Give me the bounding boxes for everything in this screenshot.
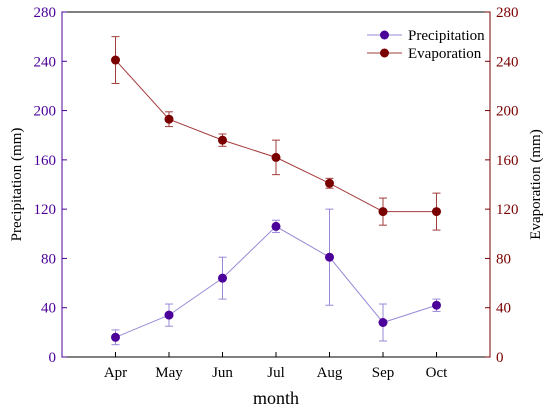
x-tick-label: Sep xyxy=(372,365,395,381)
x-tick-label: Oct xyxy=(426,365,448,381)
right-tick-label: 200 xyxy=(496,104,519,120)
data-point-precipitation xyxy=(325,252,334,262)
series-evaporation xyxy=(111,36,441,231)
x-tick-label: Apr xyxy=(104,365,127,381)
data-point-evaporation xyxy=(164,114,174,124)
data-point-evaporation xyxy=(111,55,120,65)
legend-marker-precipitation xyxy=(380,30,389,40)
data-point-precipitation xyxy=(378,318,388,327)
x-tick-label: Jul xyxy=(267,365,285,381)
data-point-evaporation xyxy=(325,178,334,188)
data-point-precipitation xyxy=(218,273,227,283)
left-tick-label: 160 xyxy=(34,153,57,169)
data-point-precipitation xyxy=(164,310,174,320)
right-axis-title: Evaporation (mm) xyxy=(528,129,544,239)
right-tick-label: 280 xyxy=(496,5,519,21)
data-point-evaporation xyxy=(271,152,281,162)
left-axis-title: Precipitation (mm) xyxy=(9,128,25,242)
right-tick-label: 120 xyxy=(496,202,519,218)
right-tick-label: 240 xyxy=(496,54,519,70)
right-y-axis: 0 40 80 120 160 200 240 280 xyxy=(485,5,519,366)
legend-label-evaporation: Evaporation xyxy=(408,46,482,62)
data-point-evaporation xyxy=(378,207,388,217)
series-precipitation xyxy=(111,208,441,346)
right-tick-label: 40 xyxy=(496,301,511,317)
x-tick-label: May xyxy=(155,365,183,381)
series-layer xyxy=(111,36,441,346)
left-tick-label: 80 xyxy=(41,251,56,267)
data-point-evaporation xyxy=(218,135,227,145)
x-tick-label: Jun xyxy=(212,365,233,381)
plot-area-border xyxy=(61,11,491,358)
right-tick-label: 80 xyxy=(496,251,511,267)
data-point-precipitation xyxy=(111,332,120,342)
left-tick-label: 40 xyxy=(41,301,56,317)
data-point-precipitation xyxy=(271,221,281,231)
left-tick-label: 280 xyxy=(34,5,57,21)
left-y-axis: 0 40 80 120 160 200 240 280 xyxy=(34,5,67,366)
data-point-precipitation xyxy=(432,300,441,310)
x-axis: Apr May Jun Jul Aug Sep Oct xyxy=(104,352,448,381)
series-line-evaporation xyxy=(115,59,437,213)
right-tick-label: 0 xyxy=(496,350,504,366)
x-tick-label: Aug xyxy=(317,365,343,381)
legend-item-precipitation: Precipitation xyxy=(367,28,485,44)
left-tick-label: 0 xyxy=(49,350,57,366)
left-tick-label: 120 xyxy=(34,202,57,218)
plot-frame xyxy=(61,11,491,358)
legend: Precipitation Evaporation xyxy=(367,28,485,62)
left-tick-label: 240 xyxy=(34,54,57,70)
x-axis-title: month xyxy=(253,388,299,408)
data-point-evaporation xyxy=(432,207,441,217)
series-line-precipitation xyxy=(115,225,437,338)
legend-label-precipitation: Precipitation xyxy=(408,28,485,44)
legend-marker-evaporation xyxy=(380,48,389,58)
left-tick-label: 200 xyxy=(34,104,57,120)
right-tick-label: 160 xyxy=(496,153,519,169)
legend-item-evaporation: Evaporation xyxy=(367,46,482,62)
